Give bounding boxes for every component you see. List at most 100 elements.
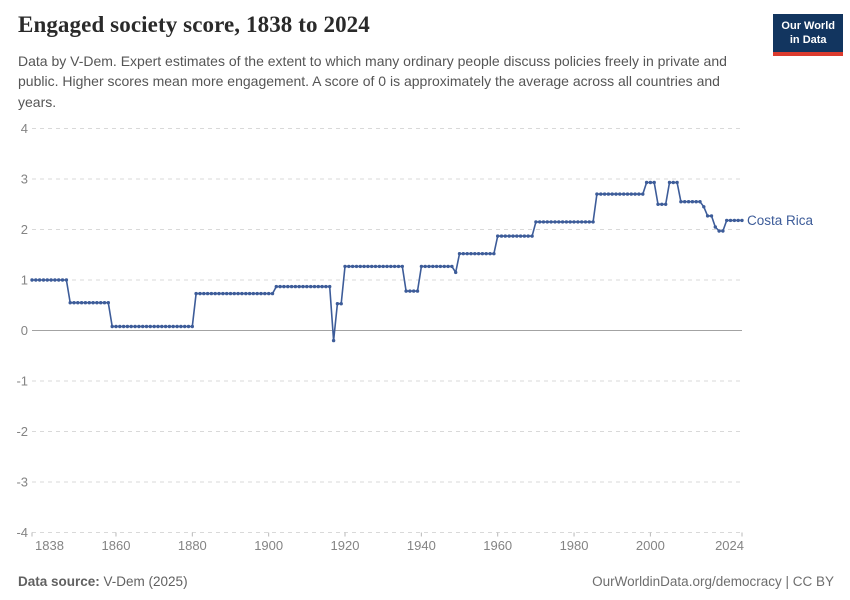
data-point [427, 264, 431, 269]
data-point [412, 289, 416, 293]
data-point [354, 264, 359, 269]
data-point [400, 264, 404, 269]
data-point [45, 278, 49, 282]
y-axis-tick-label: -2 [16, 424, 28, 439]
data-point [179, 324, 183, 329]
data-point [496, 234, 500, 238]
data-point [328, 284, 332, 289]
data-point [324, 284, 328, 289]
data-point [671, 180, 675, 185]
data-source-value: V-Dem (2025) [99, 574, 188, 589]
data-point [141, 324, 145, 329]
x-axis-tick-label: 2024 [715, 538, 744, 553]
x-axis-tick-label: 1860 [102, 538, 131, 553]
data-point [530, 234, 534, 238]
data-point [721, 229, 725, 233]
data-point [457, 252, 462, 256]
data-point [664, 202, 668, 206]
data-point [557, 220, 561, 224]
data-point [278, 284, 282, 289]
data-point [572, 220, 576, 224]
data-point [469, 252, 473, 256]
data-point [526, 234, 530, 238]
data-point [91, 301, 95, 305]
x-axis-tick-label: 1960 [483, 538, 512, 553]
credit-link[interactable]: OurWorldinData.org/democracy | CC BY [592, 574, 834, 589]
data-point [476, 252, 481, 256]
data-point [366, 264, 370, 269]
x-axis-tick-label: 1940 [407, 538, 436, 553]
data-point [629, 192, 633, 196]
data-point [183, 324, 187, 329]
data-point [396, 264, 401, 269]
x-axis-tick-label: 2000 [636, 538, 665, 553]
y-axis-tick-label: 3 [21, 172, 28, 187]
data-point [343, 264, 347, 269]
data-point [568, 220, 572, 224]
data-point [442, 264, 446, 269]
owid-logo-line2: in Data [789, 34, 827, 47]
data-point [240, 291, 244, 296]
owid-logo[interactable]: Our World in Data [773, 14, 843, 56]
data-point [534, 220, 538, 224]
data-point [610, 192, 614, 196]
data-point [614, 192, 618, 196]
data-point [312, 284, 317, 289]
data-point [289, 284, 294, 289]
x-axis-tick-label: 1980 [560, 538, 589, 553]
x-axis-tick-label: 1838 [35, 538, 64, 553]
data-point [602, 192, 607, 196]
data-point [538, 220, 542, 224]
data-point [362, 264, 366, 269]
data-point [309, 284, 313, 289]
data-point [358, 264, 362, 269]
data-point [57, 278, 61, 282]
data-point [675, 180, 679, 185]
data-point [591, 220, 595, 224]
data-point [419, 264, 424, 269]
data-point [392, 264, 397, 269]
data-point [49, 278, 53, 282]
data-point [297, 284, 301, 289]
data-point [499, 234, 504, 238]
data-point [163, 324, 168, 329]
y-axis-tick-label: 2 [21, 222, 28, 237]
data-point [152, 324, 156, 329]
y-axis-tick-label: -4 [16, 525, 28, 540]
data-point [740, 218, 744, 223]
data-point [76, 301, 80, 305]
data-source-label: Data source: [18, 574, 100, 589]
data-point [198, 291, 202, 296]
data-point [522, 234, 527, 238]
data-point [373, 264, 378, 269]
data-point [465, 252, 469, 256]
data-point [545, 220, 549, 224]
data-point [87, 301, 92, 305]
data-point [95, 301, 99, 305]
data-point [263, 291, 267, 296]
data-point [488, 252, 492, 256]
data-point [492, 252, 496, 256]
data-point [286, 284, 290, 289]
data-point [690, 200, 695, 204]
series-label[interactable]: Costa Rica [747, 213, 814, 228]
data-point [347, 264, 351, 269]
data-point [553, 220, 557, 224]
data-point [709, 214, 714, 218]
data-point [641, 192, 645, 196]
data-point [515, 234, 519, 238]
data-point [717, 229, 721, 233]
data-point [209, 291, 214, 296]
owid-logo-line1: Our World [781, 20, 835, 32]
data-point [186, 324, 191, 329]
page-title: Engaged society score, 1838 to 2024 [18, 12, 370, 37]
data-point [110, 324, 114, 329]
data-point [53, 278, 57, 282]
y-axis-tick-label: -3 [16, 475, 28, 490]
data-point [622, 192, 626, 196]
data-point [213, 291, 217, 296]
data-point [583, 220, 588, 224]
data-point [331, 338, 336, 343]
